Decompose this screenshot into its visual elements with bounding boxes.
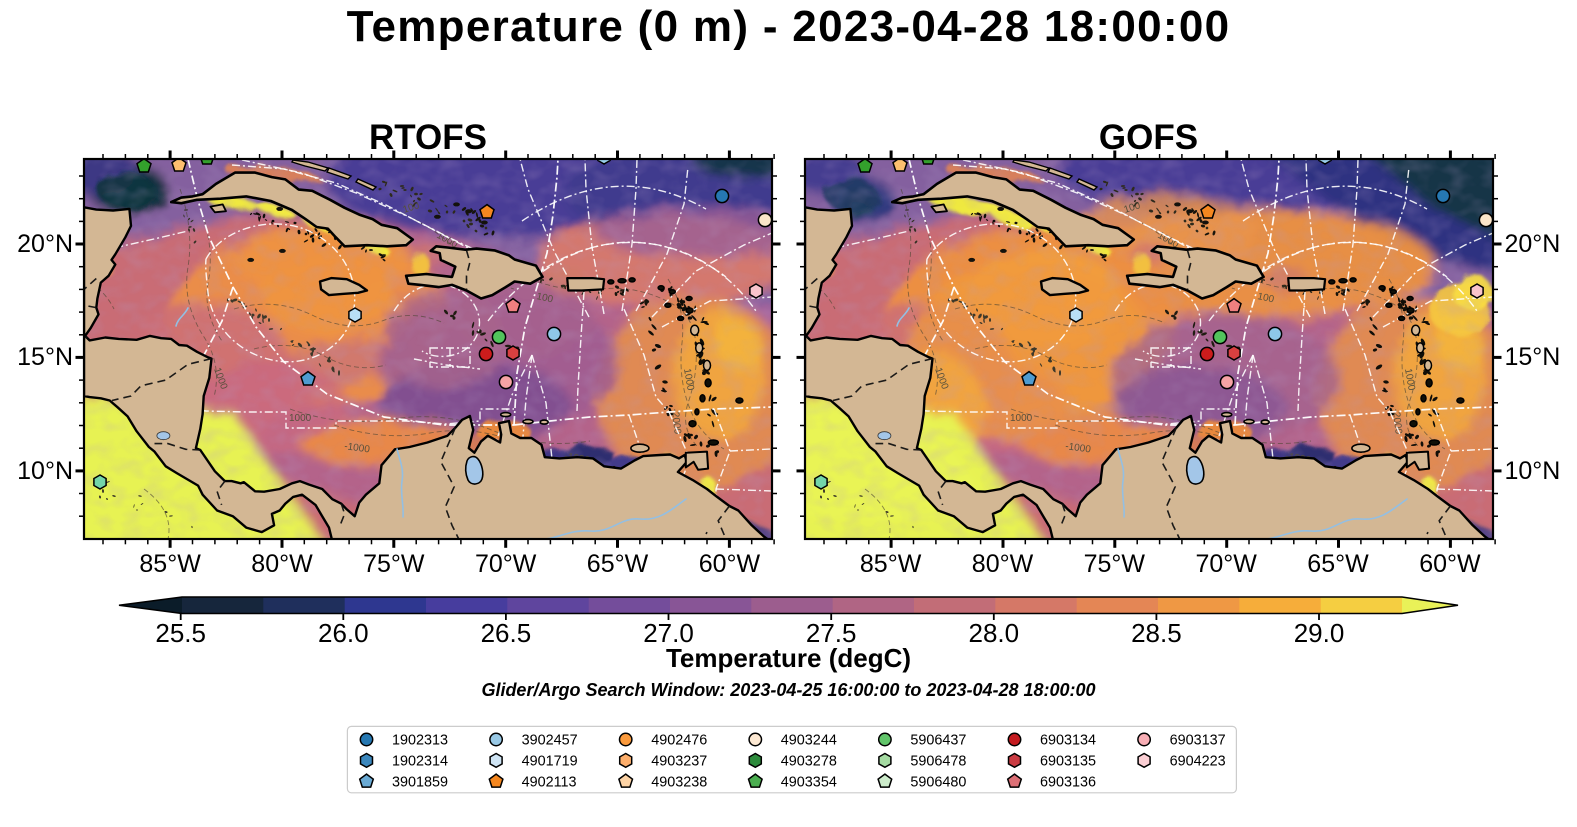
svg-text:4903278: 4903278	[781, 754, 837, 770]
svg-text:5906478: 5906478	[910, 754, 966, 770]
svg-text:5906437: 5906437	[910, 733, 966, 749]
svg-text:4902113: 4902113	[522, 775, 577, 791]
svg-text:1902313: 1902313	[392, 733, 448, 749]
svg-text:4903354: 4903354	[781, 775, 837, 791]
svg-text:100: 100	[402, 200, 422, 216]
svg-text:6903137: 6903137	[1170, 733, 1226, 749]
svg-text:3902457: 3902457	[522, 733, 578, 749]
svg-text:1000: 1000	[1010, 413, 1033, 424]
svg-text:4903237: 4903237	[651, 754, 707, 770]
svg-text:1000: 1000	[681, 367, 696, 391]
svg-text:6903135: 6903135	[1040, 754, 1096, 770]
svg-text:1000: 1000	[289, 413, 312, 424]
svg-text:5906480: 5906480	[910, 775, 966, 791]
svg-text:3901859: 3901859	[392, 775, 448, 791]
svg-text:1902314: 1902314	[392, 754, 448, 770]
svg-text:100: 100	[1122, 200, 1142, 216]
svg-text:4902476: 4902476	[651, 733, 707, 749]
svg-text:4901719: 4901719	[522, 754, 578, 770]
svg-text:-1000: -1000	[344, 441, 371, 456]
svg-text:4903244: 4903244	[781, 733, 837, 749]
svg-text:6903136: 6903136	[1040, 775, 1096, 791]
svg-text:1000: 1000	[1402, 367, 1417, 391]
svg-text:6903134: 6903134	[1040, 733, 1096, 749]
svg-text:-1000: -1000	[1064, 441, 1091, 456]
svg-text:4903238: 4903238	[651, 775, 707, 791]
svg-text:100: 100	[1256, 291, 1275, 305]
svg-text:6904223: 6904223	[1170, 754, 1226, 770]
svg-text:100: 100	[535, 291, 554, 305]
